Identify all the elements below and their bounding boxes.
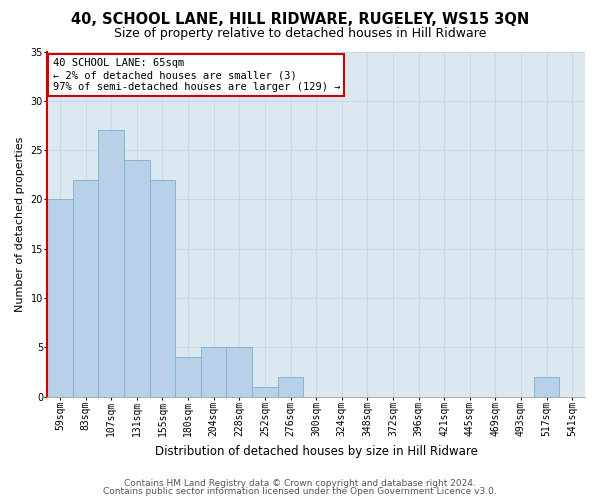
Bar bbox=[98, 130, 124, 397]
Text: 40, SCHOOL LANE, HILL RIDWARE, RUGELEY, WS15 3QN: 40, SCHOOL LANE, HILL RIDWARE, RUGELEY, … bbox=[71, 12, 529, 28]
Bar bbox=[534, 377, 559, 397]
Bar bbox=[226, 348, 252, 397]
Bar bbox=[73, 180, 98, 397]
Text: 40 SCHOOL LANE: 65sqm
← 2% of detached houses are smaller (3)
97% of semi-detach: 40 SCHOOL LANE: 65sqm ← 2% of detached h… bbox=[53, 58, 340, 92]
Bar bbox=[252, 387, 278, 397]
Text: Size of property relative to detached houses in Hill Ridware: Size of property relative to detached ho… bbox=[114, 28, 486, 40]
Text: Contains HM Land Registry data © Crown copyright and database right 2024.: Contains HM Land Registry data © Crown c… bbox=[124, 478, 476, 488]
X-axis label: Distribution of detached houses by size in Hill Ridware: Distribution of detached houses by size … bbox=[155, 444, 478, 458]
Bar bbox=[201, 348, 226, 397]
Bar bbox=[278, 377, 304, 397]
Bar bbox=[175, 358, 201, 397]
Text: Contains public sector information licensed under the Open Government Licence v3: Contains public sector information licen… bbox=[103, 487, 497, 496]
Bar bbox=[149, 180, 175, 397]
Bar bbox=[47, 200, 73, 397]
Bar bbox=[124, 160, 149, 397]
Y-axis label: Number of detached properties: Number of detached properties bbox=[15, 136, 25, 312]
